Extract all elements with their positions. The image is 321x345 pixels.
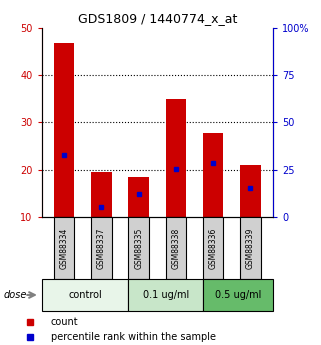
Bar bbox=[203, 133, 223, 217]
Text: control: control bbox=[68, 290, 102, 300]
Text: 0.1 ug/ml: 0.1 ug/ml bbox=[143, 290, 189, 300]
Bar bbox=[166, 99, 186, 217]
Bar bbox=[91, 172, 112, 217]
Bar bbox=[240, 217, 261, 279]
Text: GSM88334: GSM88334 bbox=[60, 228, 69, 269]
Bar bbox=[54, 217, 74, 279]
Bar bbox=[128, 177, 149, 217]
Text: 0.5 ug/ml: 0.5 ug/ml bbox=[215, 290, 261, 300]
Bar bbox=[166, 217, 186, 279]
Text: count: count bbox=[51, 317, 78, 327]
Bar bbox=[128, 279, 203, 311]
Text: dose: dose bbox=[3, 290, 27, 300]
Text: GSM88339: GSM88339 bbox=[246, 228, 255, 269]
Bar bbox=[54, 43, 74, 217]
Text: GSM88337: GSM88337 bbox=[97, 228, 106, 269]
Text: GSM88336: GSM88336 bbox=[209, 228, 218, 269]
Bar bbox=[240, 165, 261, 217]
Bar bbox=[91, 217, 112, 279]
Bar bbox=[203, 217, 223, 279]
Bar bbox=[203, 279, 273, 311]
Text: percentile rank within the sample: percentile rank within the sample bbox=[51, 332, 216, 342]
Bar bbox=[128, 217, 149, 279]
Text: GSM88338: GSM88338 bbox=[171, 228, 180, 269]
Title: GDS1809 / 1440774_x_at: GDS1809 / 1440774_x_at bbox=[78, 12, 237, 25]
Text: GSM88335: GSM88335 bbox=[134, 228, 143, 269]
Bar bbox=[42, 279, 128, 311]
